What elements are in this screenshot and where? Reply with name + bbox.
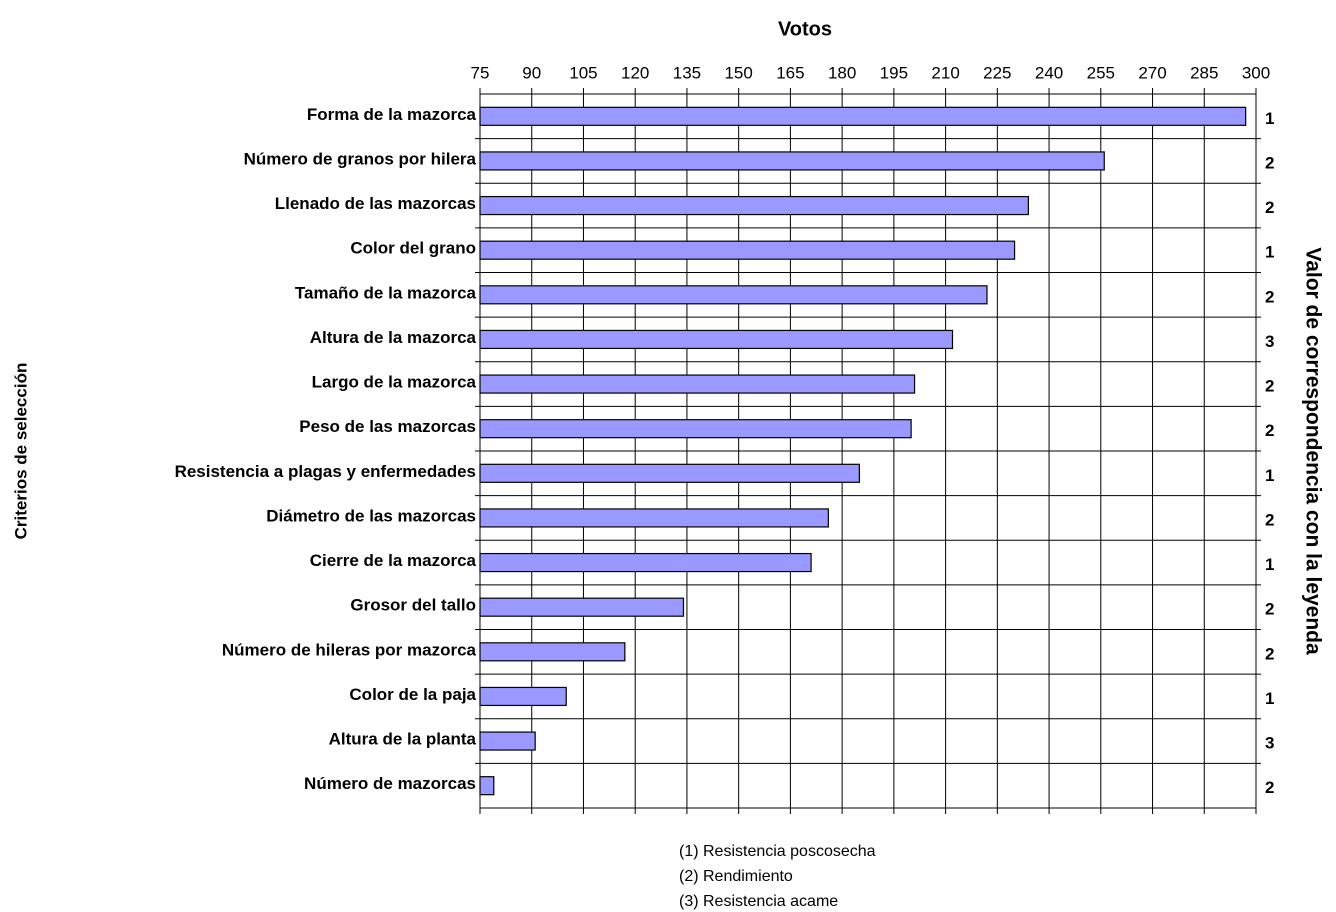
- x-tick-label: 75: [471, 63, 490, 82]
- correspondence-label: 2: [1265, 644, 1274, 663]
- x-tick-label: 240: [1035, 63, 1063, 82]
- y2-axis-title: Valor de correspondencia con la leyenda: [1301, 247, 1324, 655]
- bar: [479, 374, 916, 394]
- y-tick-label: Peso de las mazorcas: [299, 417, 476, 436]
- x-tick-label: 120: [621, 63, 649, 82]
- y-tick-label: Llenado de las mazorcas: [275, 194, 476, 213]
- y-tick-label: Altura de la planta: [329, 730, 477, 749]
- bar: [479, 106, 1247, 126]
- y-tick-label: Color del grano: [350, 239, 476, 258]
- y-axis-title: Criterios de selección: [11, 363, 30, 540]
- x-tick-label: 150: [724, 63, 752, 82]
- x-tick-label: 180: [828, 63, 856, 82]
- legend-note: (3) Resistencia acame: [679, 893, 838, 910]
- bar: [479, 419, 912, 439]
- y-tick-label: Altura de la mazorca: [310, 328, 477, 347]
- correspondence-label: 2: [1265, 600, 1274, 619]
- bar: [479, 329, 954, 350]
- y-tick-label: Largo de la mazorca: [312, 373, 477, 392]
- correspondence-label: 2: [1265, 377, 1274, 396]
- correspondence-label: 2: [1265, 287, 1274, 306]
- y-tick-label: Diámetro de las mazorcas: [266, 506, 476, 525]
- bar: [479, 240, 1016, 260]
- bar: [479, 463, 860, 483]
- correspondence-label: 2: [1265, 153, 1274, 172]
- x-tick-label: 105: [569, 63, 597, 82]
- correspondence-label: 1: [1265, 109, 1274, 128]
- bar: [479, 597, 685, 617]
- bar: [479, 285, 988, 305]
- correspondence-label: 2: [1265, 510, 1274, 529]
- bar: [479, 552, 812, 573]
- x-tick-label: 195: [880, 63, 908, 82]
- y-tick-label: Resistencia a plagas y enfermedades: [175, 462, 476, 481]
- x-axis-title: Votos: [778, 18, 832, 40]
- bar: [479, 508, 829, 528]
- y-tick-label: Grosor del tallo: [350, 596, 476, 615]
- bar: [479, 195, 1029, 216]
- bar: [479, 642, 626, 662]
- x-tick-label: 225: [983, 63, 1011, 82]
- legend-note: (1) Resistencia poscosecha: [679, 843, 876, 860]
- x-tick-label: 90: [522, 63, 541, 82]
- y-tick-label: Cierre de la mazorca: [310, 551, 477, 570]
- x-tick-label: 135: [673, 63, 701, 82]
- correspondence-label: 1: [1265, 689, 1274, 708]
- correspondence-label: 3: [1265, 332, 1274, 351]
- correspondence-label: 3: [1265, 734, 1274, 753]
- x-tick-label: 255: [1087, 63, 1115, 82]
- correspondence-label: 1: [1265, 243, 1274, 262]
- plot-frame: [479, 93, 1257, 809]
- legend-note: (2) Rendimiento: [679, 868, 793, 885]
- bar: [479, 151, 1105, 171]
- correspondence-label: 1: [1265, 466, 1274, 485]
- x-tick-label: 300: [1242, 63, 1270, 82]
- y-tick-label: Número de mazorcas: [304, 774, 476, 793]
- correspondence-label: 1: [1265, 555, 1274, 574]
- bar: [479, 686, 567, 707]
- bar: [479, 776, 495, 796]
- y-tick-label: Forma de la mazorca: [307, 105, 477, 124]
- y-tick-label: Tamaño de la mazorca: [295, 283, 477, 302]
- x-tick-label: 165: [776, 63, 804, 82]
- y-tick-label: Número de hileras por mazorca: [222, 640, 477, 659]
- correspondence-label: 2: [1265, 198, 1274, 217]
- correspondence-label: 2: [1265, 778, 1274, 797]
- bar: [479, 731, 536, 751]
- x-tick-label: 210: [931, 63, 959, 82]
- x-tick-label: 285: [1190, 63, 1218, 82]
- correspondence-label: 2: [1265, 421, 1274, 440]
- y-tick-label: Color de la paja: [349, 685, 476, 704]
- x-tick-label: 270: [1138, 63, 1166, 82]
- y-tick-label: Número de granos por hilera: [244, 149, 477, 168]
